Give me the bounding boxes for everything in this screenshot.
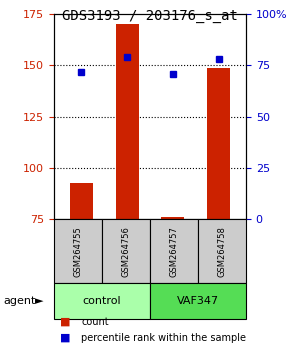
FancyBboxPatch shape [150,219,198,283]
Text: percentile rank within the sample: percentile rank within the sample [81,333,246,343]
Text: agent: agent [3,296,35,306]
Text: GSM264758: GSM264758 [218,226,226,277]
Text: GSM264757: GSM264757 [169,226,178,277]
Text: VAF347: VAF347 [177,296,219,306]
Bar [207,68,230,219]
Text: GSM264756: GSM264756 [122,226,130,277]
FancyBboxPatch shape [150,283,246,319]
FancyBboxPatch shape [54,219,102,283]
Text: control: control [83,296,121,306]
Text: GDS3193 / 203176_s_at: GDS3193 / 203176_s_at [62,9,238,23]
Bar [161,217,184,219]
Text: count: count [81,317,109,327]
FancyBboxPatch shape [102,219,150,283]
Text: ■: ■ [60,333,70,343]
Text: ►: ► [35,296,43,306]
Text: GSM264755: GSM264755 [74,226,82,277]
Text: ■: ■ [60,317,70,327]
FancyBboxPatch shape [54,283,150,319]
Bar [116,24,139,219]
FancyBboxPatch shape [198,219,246,283]
Bar [70,183,93,219]
